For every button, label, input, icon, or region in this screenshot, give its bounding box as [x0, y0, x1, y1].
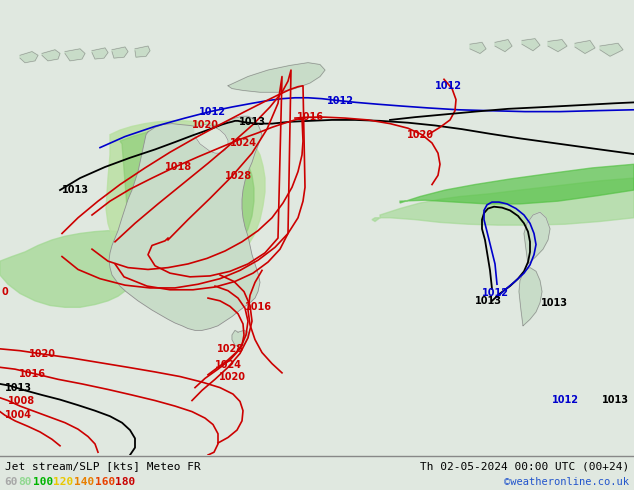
- Text: Jet stream/SLP [kts] Meteo FR: Jet stream/SLP [kts] Meteo FR: [5, 461, 201, 471]
- Text: 60: 60: [4, 477, 18, 487]
- Polygon shape: [400, 164, 634, 204]
- Polygon shape: [495, 40, 512, 51]
- Polygon shape: [120, 127, 254, 280]
- Text: 1020: 1020: [406, 130, 434, 140]
- Text: 80: 80: [18, 477, 32, 487]
- Text: ©weatheronline.co.uk: ©weatheronline.co.uk: [504, 477, 629, 487]
- Text: 1004: 1004: [5, 410, 32, 420]
- Text: 1013: 1013: [4, 383, 32, 392]
- Polygon shape: [519, 268, 542, 326]
- Text: 1012: 1012: [434, 81, 462, 91]
- Polygon shape: [20, 51, 38, 63]
- Text: 1008: 1008: [8, 395, 35, 406]
- Text: 1018: 1018: [164, 162, 191, 172]
- Polygon shape: [92, 48, 108, 59]
- Polygon shape: [65, 49, 85, 61]
- Polygon shape: [470, 42, 486, 53]
- Text: 1016: 1016: [297, 112, 323, 122]
- Polygon shape: [195, 124, 228, 153]
- Polygon shape: [232, 330, 248, 347]
- Text: 1012: 1012: [481, 289, 508, 298]
- Text: 100: 100: [33, 477, 53, 487]
- Text: 1020: 1020: [29, 349, 56, 359]
- Text: 1013: 1013: [238, 117, 266, 127]
- Polygon shape: [112, 47, 128, 58]
- Text: 1013: 1013: [62, 185, 89, 195]
- Text: 1016: 1016: [245, 302, 271, 312]
- Text: 1013: 1013: [474, 296, 501, 306]
- Text: 1020: 1020: [219, 371, 245, 382]
- Text: 1024: 1024: [214, 361, 242, 370]
- Polygon shape: [228, 63, 325, 92]
- Polygon shape: [109, 116, 262, 330]
- Polygon shape: [522, 39, 540, 50]
- Text: 1013: 1013: [541, 298, 567, 308]
- Text: 1012: 1012: [552, 394, 578, 405]
- Text: 180: 180: [115, 477, 136, 487]
- Text: 1020: 1020: [191, 120, 219, 129]
- Text: 1028: 1028: [216, 344, 243, 354]
- Text: 1012: 1012: [327, 96, 354, 105]
- Polygon shape: [575, 41, 595, 53]
- Text: 1013: 1013: [602, 394, 628, 405]
- Text: 120: 120: [53, 477, 74, 487]
- Polygon shape: [106, 121, 265, 289]
- Polygon shape: [600, 43, 623, 56]
- Polygon shape: [524, 212, 550, 264]
- Text: 0: 0: [2, 287, 9, 296]
- Polygon shape: [372, 178, 634, 225]
- Text: 160: 160: [94, 477, 115, 487]
- Text: 1028: 1028: [224, 171, 252, 181]
- Text: 1024: 1024: [230, 138, 257, 148]
- Polygon shape: [0, 231, 152, 307]
- Polygon shape: [42, 50, 60, 61]
- Text: 1016: 1016: [18, 369, 46, 379]
- Polygon shape: [548, 40, 567, 51]
- Text: Th 02-05-2024 00:00 UTC (00+24): Th 02-05-2024 00:00 UTC (00+24): [420, 461, 629, 471]
- Text: 140: 140: [74, 477, 94, 487]
- Text: 1012: 1012: [198, 107, 226, 117]
- Polygon shape: [135, 46, 150, 57]
